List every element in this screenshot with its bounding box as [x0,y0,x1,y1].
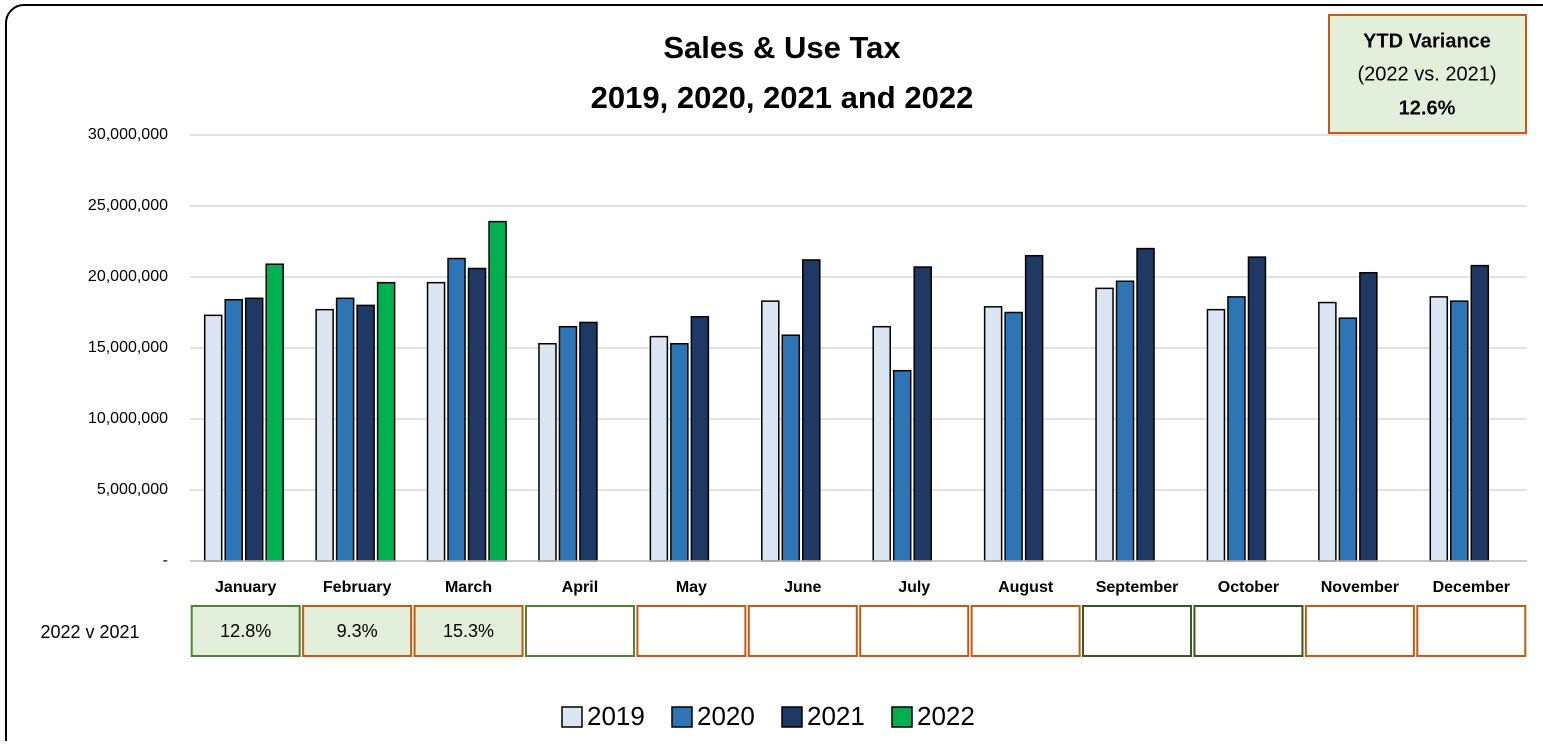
variance-box [1082,605,1193,657]
bar [690,316,710,562]
bar [1247,256,1267,562]
bar [1227,296,1246,562]
variance-box [1193,605,1304,657]
bar [467,267,487,562]
legend-swatch [781,706,803,728]
y-tick-label: 25,000,000 [88,197,168,214]
variance-box [524,605,635,657]
bar [1136,247,1155,562]
ytd-box [1328,14,1527,134]
legend-swatch [561,706,583,728]
x-tick-label: June [784,579,821,596]
x-tick-label: March [445,579,492,596]
legend-label: 2021 [807,701,865,731]
legend-label: 2019 [587,701,645,731]
bar [670,342,689,562]
bar [1338,317,1358,562]
bar [224,298,243,562]
bar [892,369,912,562]
bar [335,297,355,562]
bar [649,335,669,562]
bar [1024,254,1044,562]
bar [1450,300,1469,562]
ytd-subtitle: (2022 vs. 2021) [1358,63,1497,85]
variance-box [747,605,858,657]
y-tick-label: 20,000,000 [88,268,168,285]
y-tick-label: - [163,552,168,569]
variance-value: 12.8% [220,621,271,641]
bar [203,314,223,562]
chart-title: Sales & Use Tax [663,30,901,65]
legend-swatch [891,706,913,728]
bar [1095,287,1114,562]
variance-box [859,605,970,657]
bar [426,281,446,562]
legend-swatch [671,706,693,728]
x-tick-label: December [1433,579,1510,596]
bar [1429,296,1449,562]
variance-value: 15.3% [443,621,494,641]
variance-row-label: 2022 v 2021 [40,622,139,642]
y-tick-label: 15,000,000 [88,339,168,356]
bar [1359,271,1378,562]
chart-subtitle: 2019, 2020, 2021 and 2022 [591,80,974,115]
bar [244,297,264,562]
bar [872,325,891,562]
bar [579,321,598,562]
bar [558,325,578,562]
variance-box [1304,605,1415,657]
x-tick-label: February [323,579,392,596]
bar [488,220,507,562]
x-tick-label: May [676,579,707,596]
bar [1004,311,1023,562]
bar [265,263,284,562]
bar [376,281,396,562]
bar [447,257,466,562]
variance-box [190,605,301,657]
x-tick-label: August [998,579,1054,596]
bar [913,266,932,562]
x-tick-label: November [1321,579,1399,596]
x-tick-label: October [1218,579,1279,596]
variance-box [302,605,413,657]
x-tick-label: July [898,579,930,596]
variance-box [1416,605,1527,657]
bar [761,300,780,562]
bar [1470,264,1490,562]
variance-value: 9.3% [337,621,378,641]
y-tick-label: 30,000,000 [88,126,168,143]
bar [315,308,334,562]
y-tick-label: 5,000,000 [97,481,168,498]
variance-box [636,605,747,657]
bar [983,306,1003,562]
ytd-title: YTD Variance [1363,30,1491,52]
bar [802,259,821,562]
bar [1206,308,1226,562]
bar [356,304,375,562]
variance-box [970,605,1081,657]
x-tick-label: January [215,579,276,596]
legend-label: 2022 [917,701,975,731]
x-tick-label: September [1096,579,1179,596]
ytd-value: 12.6% [1399,97,1456,119]
bar [1115,280,1135,562]
bar [1318,301,1337,562]
x-tick-label: April [562,579,598,596]
bar [781,334,801,562]
bar [538,342,557,562]
y-tick-label: 10,000,000 [88,410,168,427]
variance-box [413,605,524,657]
legend-label: 2020 [697,701,755,731]
